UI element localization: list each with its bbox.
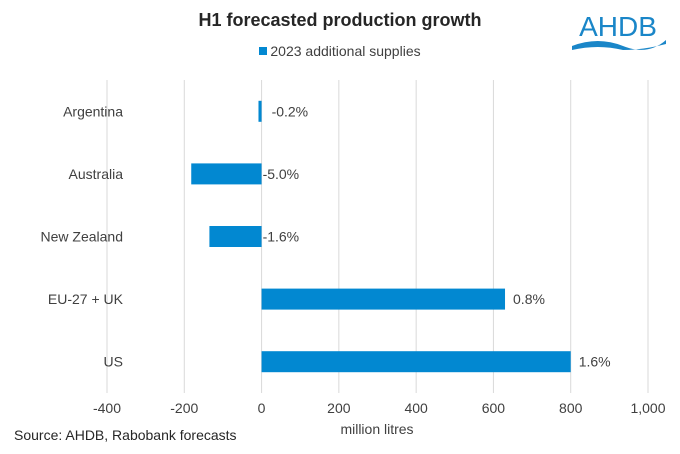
logo-text: AHDB — [579, 11, 657, 42]
x-tick-label: -400 — [93, 400, 121, 416]
bars — [191, 100, 571, 373]
bar — [209, 226, 262, 247]
bar — [261, 351, 571, 373]
x-tick-label: 1,000 — [630, 400, 665, 416]
bar — [261, 288, 506, 310]
ahdb-logo: AHDB — [572, 11, 666, 50]
data-label: -0.2% — [272, 103, 309, 119]
x-axis-title: million litres — [340, 421, 413, 437]
bar — [258, 100, 262, 122]
data-label: -1.6% — [263, 229, 300, 245]
x-tick-labels: -400 -200 0 200 400 600 800 1,000 — [93, 400, 666, 416]
chart-title: H1 forecasted production growth — [198, 10, 482, 30]
x-tick-label: 600 — [482, 400, 506, 416]
legend: 2023 additional supplies — [0, 43, 680, 59]
source-note: Source: AHDB, Rabobank forecasts — [14, 427, 237, 443]
bar — [191, 163, 262, 185]
category-label: Australia — [69, 166, 124, 182]
legend-label: 2023 additional supplies — [270, 43, 421, 59]
category-label: New Zealand — [41, 229, 124, 245]
data-label: -5.0% — [263, 166, 300, 182]
x-tick-label: 200 — [327, 400, 351, 416]
data-labels: -0.2% -5.0% -1.6% 0.8% 1.6% — [263, 103, 611, 369]
x-tick-label: 400 — [404, 400, 428, 416]
category-labels: Argentina Australia New Zealand EU-27 + UK U… — [41, 103, 124, 369]
logo-wave-icon — [572, 40, 666, 50]
x-tick-label: 0 — [258, 400, 266, 416]
x-tick-label: 800 — [559, 400, 583, 416]
category-label: EU-27 + UK — [48, 291, 124, 307]
gridlines — [106, 80, 649, 393]
data-label: 1.6% — [579, 354, 611, 370]
category-label: Argentina — [63, 103, 123, 119]
data-label: 0.8% — [513, 291, 545, 307]
category-label: US — [104, 354, 123, 370]
legend-swatch — [259, 47, 268, 55]
x-tick-label: -200 — [170, 400, 198, 416]
